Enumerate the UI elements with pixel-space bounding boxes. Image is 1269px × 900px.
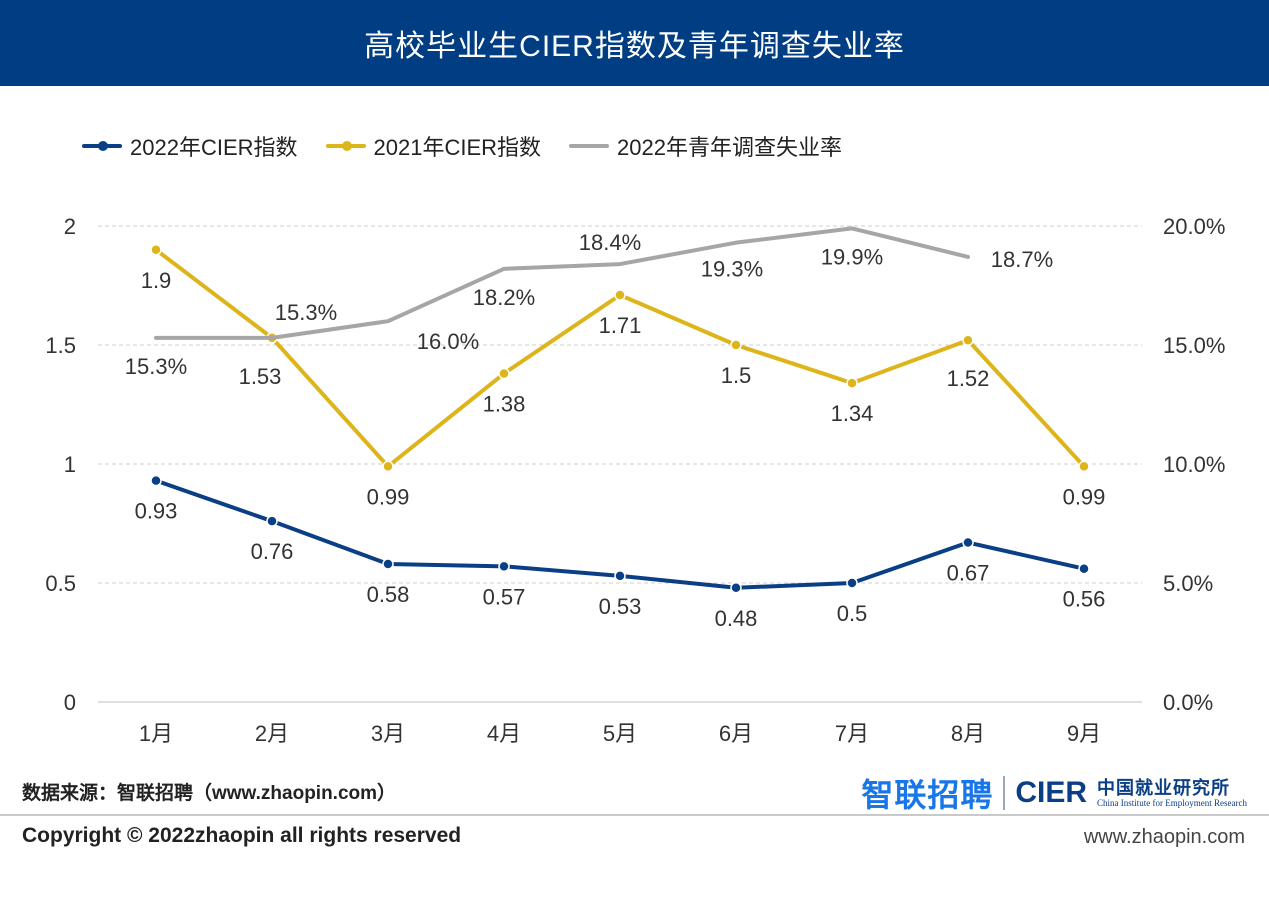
data-point [730, 582, 742, 594]
website-link: www.zhaopin.com [1083, 826, 1245, 848]
title-bar: 高校毕业生CIER指数及青年调查失业率 [0, 0, 1269, 86]
x-tick-label: 7月 [835, 721, 869, 746]
data-point [962, 536, 974, 549]
x-tick-label: 4月 [487, 721, 521, 746]
series-line [154, 247, 1086, 469]
left-tick-label: 1 [64, 452, 76, 477]
cier-logo-en: China Institute for Employment Research [1097, 797, 1247, 808]
footer-divider [0, 814, 1269, 816]
series-line [154, 226, 970, 340]
right-tick-label: 15.0% [1163, 333, 1225, 358]
cier-logo-cn: 中国就业研究所 [1097, 777, 1231, 798]
left-tick-label: 1.5 [45, 333, 76, 358]
data-label: 18.2% [473, 285, 535, 310]
chart-title: 高校毕业生CIER指数及青年调查失业率 [364, 30, 905, 63]
left-tick-label: 0 [64, 690, 76, 715]
left-tick-label: 2 [64, 214, 76, 239]
data-label: 15.3% [275, 300, 337, 325]
data-point [266, 515, 278, 527]
data-label: 1.52 [947, 366, 990, 391]
data-source-note: 数据来源：智联招聘（www.zhaopin.com） [22, 783, 397, 804]
data-point [846, 377, 858, 389]
x-tick-label: 5月 [603, 721, 637, 746]
data-point [150, 474, 162, 487]
right-tick-label: 0.0% [1163, 690, 1213, 715]
data-point [846, 577, 858, 589]
data-label: 0.76 [251, 539, 294, 564]
legend-item-2021-cier: 2021年CIER指数 [325, 130, 542, 162]
data-label: 0.56 [1063, 587, 1106, 612]
data-label: 19.9% [821, 244, 883, 269]
logo-group: 智联招聘 CIER 中国就业研究所 China Institute for Em… [861, 770, 1247, 816]
x-tick-label: 9月 [1067, 721, 1101, 746]
data-point [614, 570, 626, 582]
data-label: 0.5 [837, 601, 868, 626]
zhaopin-logo: 智联招聘 [861, 777, 994, 813]
cier-logo-text: 中国就业研究所 China Institute for Employment R… [1097, 779, 1247, 808]
data-label: 19.3% [701, 257, 763, 282]
legend-swatch-gold [325, 141, 366, 151]
legend-label: 2021年CIER指数 [373, 135, 542, 160]
legend-swatch-gray [569, 144, 610, 148]
data-label: 0.99 [367, 484, 410, 509]
legend-item-2022-cier: 2022年CIER指数 [82, 130, 298, 162]
data-label: 18.7% [991, 247, 1053, 272]
data-label: 1.53 [239, 364, 282, 389]
right-tick-label: 20.0% [1163, 214, 1225, 239]
data-point [614, 289, 626, 301]
data-label: 0.58 [367, 582, 410, 607]
data-point [382, 558, 394, 570]
data-label: 1.38 [483, 392, 526, 417]
legend-swatch-navy [82, 141, 122, 151]
legend-item-2022-unemployment: 2022年青年调查失业率 [569, 130, 842, 162]
data-label: 1.9 [141, 268, 172, 293]
data-label: 1.5 [721, 363, 752, 388]
legend-label: 2022年CIER指数 [130, 135, 298, 160]
legend: 2022年CIER指数 2021年CIER指数 2022年青年调查失业率 [82, 130, 842, 162]
data-label: 0.48 [715, 606, 758, 631]
data-label: 16.0% [417, 329, 479, 354]
data-label: 0.99 [1063, 484, 1106, 509]
data-point [498, 367, 510, 380]
data-point [1078, 460, 1090, 473]
x-tick-label: 8月 [951, 721, 985, 746]
data-label: 15.3% [125, 354, 187, 379]
cier-logo: CIER [1015, 776, 1088, 809]
legend-label: 2022年青年调查失业率 [617, 135, 842, 160]
line-chart: 00.511.520.0%5.0%10.0%15.0%20.0%1月 2月 3月 4月… [45, 214, 1225, 746]
data-label: 0.93 [135, 499, 178, 524]
logo-divider [1003, 776, 1006, 810]
x-tick-label: 1月 [139, 721, 173, 746]
data-label: 0.53 [599, 594, 642, 619]
data-label: 18.4% [579, 230, 641, 255]
data-point [382, 460, 394, 473]
data-point [498, 560, 510, 573]
data-label: 0.57 [483, 584, 526, 609]
data-point [150, 244, 162, 256]
x-tick-label: 3月 [371, 721, 405, 746]
data-point [1078, 562, 1090, 575]
data-label: 1.71 [599, 313, 642, 338]
right-tick-label: 5.0% [1163, 571, 1213, 596]
x-tick-label: 6月 [719, 721, 753, 746]
data-point [730, 339, 742, 351]
data-label: 0.67 [947, 561, 990, 586]
copyright-text: Copyright © 2022zhaopin all rights reser… [22, 824, 462, 847]
left-tick-label: 0.5 [45, 571, 76, 596]
data-point [962, 334, 974, 346]
data-label: 1.34 [831, 401, 874, 426]
right-tick-label: 10.0% [1163, 452, 1225, 477]
x-tick-label: 2月 [255, 721, 289, 746]
